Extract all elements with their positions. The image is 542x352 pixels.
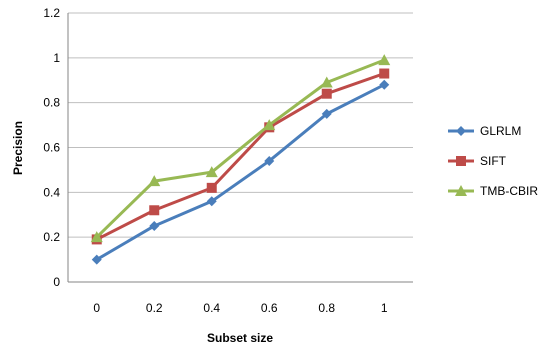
data-point [205,166,218,178]
data-point [149,205,160,216]
series-group [90,54,391,265]
data-point [379,79,390,90]
y-tick-label: 0.8 [43,96,60,110]
data-point [91,254,102,265]
series-glrlm [91,79,390,265]
data-point [264,155,275,166]
series-sift [91,68,390,245]
legend-marker [456,156,466,166]
x-tick-label: 1 [381,301,388,315]
series-line [95,83,385,261]
data-point [149,220,160,231]
series-line [95,58,385,239]
data-point [379,68,390,79]
y-axis-label: Precision [11,121,25,175]
x-tick-label: 0.4 [203,301,220,315]
data-point [321,88,332,99]
y-tick-label: 0.4 [43,185,60,199]
y-tick-label: 1 [53,51,60,65]
data-point [90,231,103,243]
series-tmb-cbir [90,54,391,243]
data-point [148,175,161,187]
legend-label: TMB-CBIR [480,184,538,198]
series-line [96,72,385,241]
legend-label: GLRLM [480,124,521,138]
legend-marker [456,126,466,136]
y-tick-labels: 0 0.2 0.4 0.6 0.8 1 1.2 [43,6,60,289]
data-point [320,76,333,88]
data-point [206,182,217,193]
legend: GLRLM SIFT TMB-CBIR [448,124,538,198]
legend-marker [455,185,467,196]
data-point [263,119,276,131]
x-tick-label: 0 [93,301,100,315]
data-point [378,54,391,66]
legend-label: SIFT [480,154,507,168]
y-tick-label: 0 [53,275,60,289]
y-tick-label: 0.2 [43,230,60,244]
x-axis-label: Subset size [207,331,273,345]
axes [67,13,413,283]
x-tick-label: 0.6 [261,301,278,315]
data-point [321,108,332,119]
gridlines [68,12,413,238]
y-tick-label: 1.2 [43,6,60,20]
legend-item: TMB-CBIR [448,184,538,198]
data-point [206,196,217,207]
legend-item: GLRLM [448,124,521,138]
x-tick-labels: 0 0.2 0.4 0.6 0.8 1 [93,301,388,315]
y-tick-label: 0.6 [43,141,60,155]
x-tick-label: 0.2 [146,301,163,315]
legend-item: SIFT [448,154,507,168]
x-tick-label: 0.8 [318,301,335,315]
